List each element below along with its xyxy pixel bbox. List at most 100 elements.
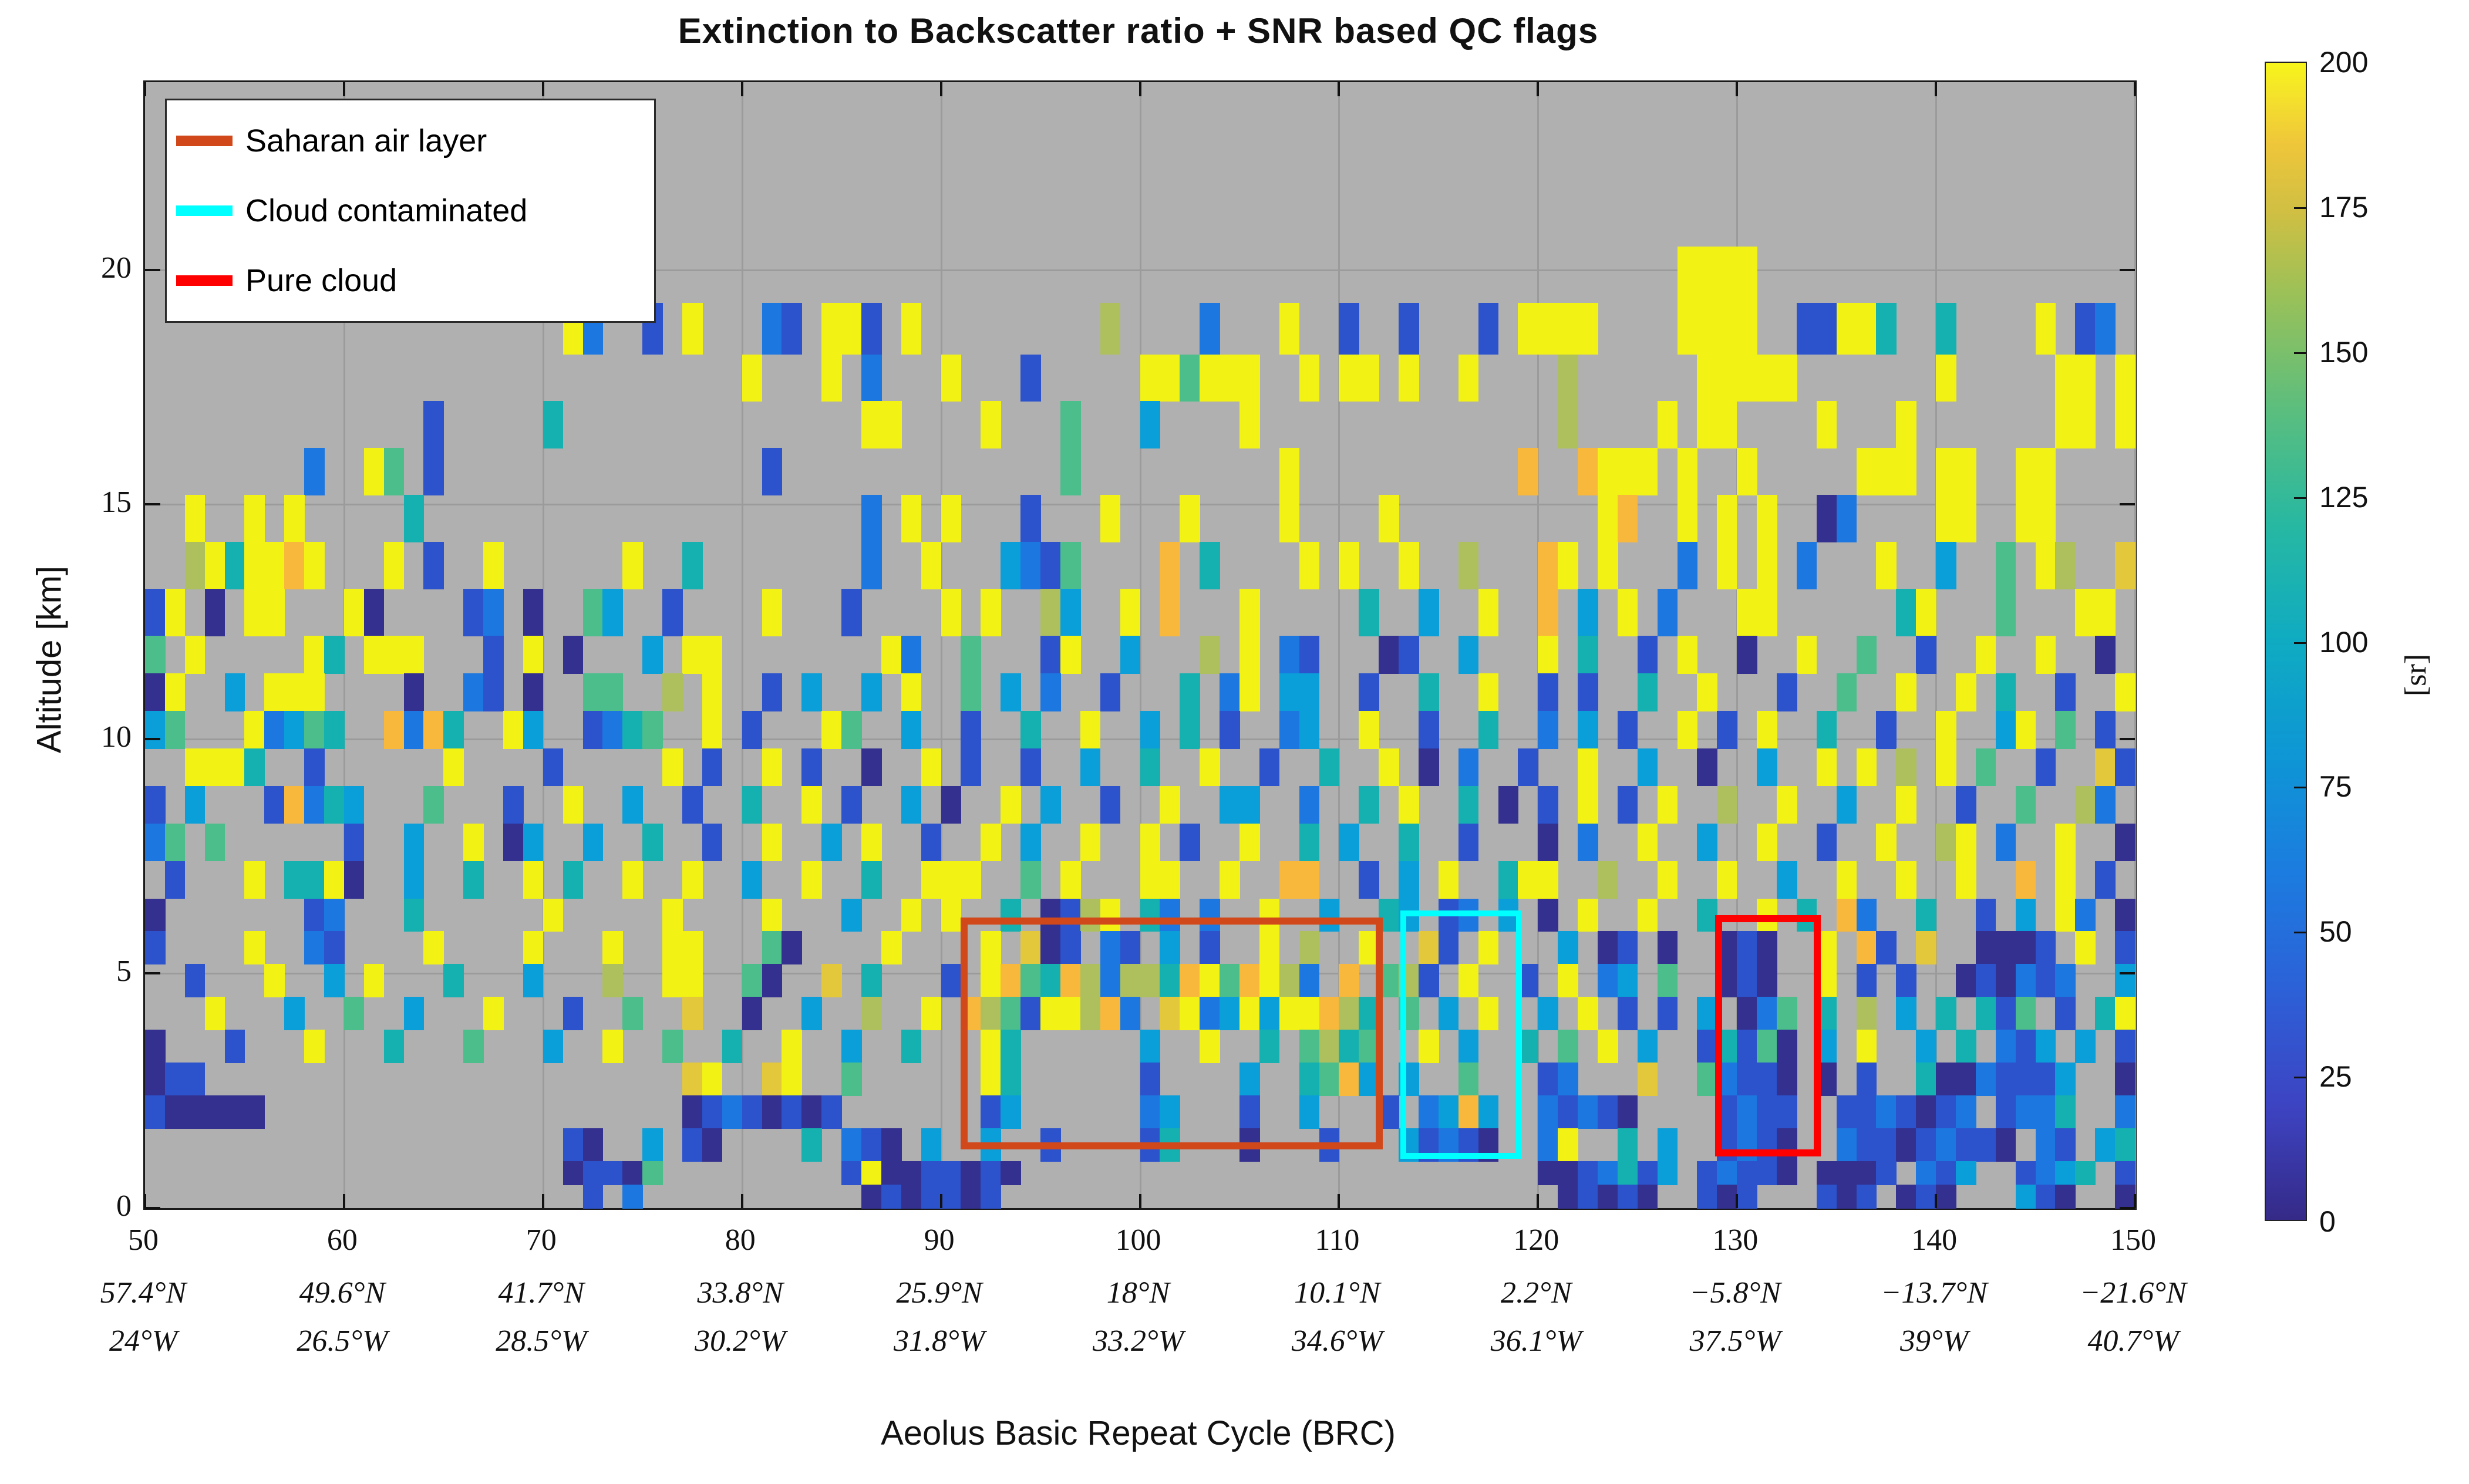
heatmap-cell: [1120, 589, 1141, 636]
heatmap-cell: [343, 589, 365, 636]
heatmap-cell: [1001, 1161, 1021, 1185]
y-tick-label: 10: [101, 720, 132, 754]
heatmap-cell: [2015, 1063, 2036, 1096]
heatmap-cell: [1100, 997, 1121, 1031]
heatmap-cell: [1936, 710, 1956, 749]
x-tick-label: 110: [1315, 1223, 1360, 1257]
heatmap-cell: [284, 710, 305, 749]
heatmap-cell: [1637, 748, 1658, 787]
heatmap-cell: [2075, 898, 2096, 932]
heatmap-cell: [1319, 748, 1340, 787]
heatmap-cell: [1478, 997, 1499, 1031]
heatmap-cell: [1558, 964, 1578, 998]
heatmap-cell: [343, 861, 365, 899]
heatmap-cell: [1359, 673, 1379, 711]
heatmap-cell: [1578, 748, 1598, 787]
heatmap-cell: [2075, 1161, 2096, 1185]
heatmap-cell: [1757, 997, 1777, 1031]
heatmap-cell: [1776, 1030, 1797, 1063]
heatmap-cell: [403, 823, 425, 862]
x-tick-label: 60: [326, 1223, 358, 1257]
heatmap-cell: [782, 1095, 803, 1129]
heatmap-cell: [2115, 748, 2135, 787]
heatmap-cell: [1816, 401, 1837, 449]
heatmap-cell: [1299, 354, 1320, 402]
heatmap-cell: [403, 710, 425, 749]
heatmap-cell: [782, 1030, 803, 1063]
heatmap-cell: [224, 542, 245, 589]
heatmap-cell: [2015, 898, 2036, 932]
heatmap-cell: [821, 710, 842, 749]
heatmap-cell: [1737, 589, 1757, 636]
heatmap-cell: [1399, 636, 1419, 674]
heatmap-cell: [1200, 898, 1220, 932]
heatmap-cell: [184, 964, 206, 998]
x-tick-mark: [2134, 82, 2136, 96]
y-tick-label: 5: [116, 955, 132, 989]
colorbar-tick-mark: [2294, 207, 2306, 209]
heatmap-cell: [2055, 964, 2076, 998]
colorbar-tick-label: 125: [2319, 480, 2369, 514]
plot-area: Saharan air layer Cloud contaminated Pur…: [143, 80, 2137, 1210]
colorbar-tick-label: 0: [2319, 1205, 2336, 1238]
heatmap-cell: [523, 710, 544, 749]
heatmap-cell: [1020, 495, 1041, 542]
heatmap-cell: [1597, 1095, 1618, 1129]
x-tick-mark: [1935, 1194, 1938, 1208]
heatmap-cell: [1975, 1128, 1996, 1162]
heatmap-cell: [1060, 898, 1081, 932]
heatmap-cell: [2055, 673, 2076, 711]
heatmap-cell: [304, 673, 325, 711]
heatmap-cell: [821, 1095, 842, 1129]
heatmap-cell: [324, 785, 345, 824]
heatmap-cell: [164, 710, 186, 749]
heatmap-cell: [1856, 898, 1877, 932]
heatmap-cell: [1438, 1095, 1459, 1129]
heatmap-cell: [1597, 1030, 1618, 1063]
heatmap-cell: [1239, 401, 1260, 449]
heatmap-cell: [1896, 997, 1916, 1031]
heatmap-cell: [1597, 931, 1618, 965]
colorbar-tick-label: 75: [2319, 770, 2352, 804]
x-tick-label: 140: [1911, 1223, 1958, 1257]
heatmap-cell: [602, 589, 624, 636]
heatmap-cell: [742, 1095, 763, 1129]
heatmap-cell: [1299, 931, 1320, 965]
heatmap-cell: [2075, 401, 2096, 449]
x-tick-latitude: 18°N: [1106, 1276, 1170, 1310]
heatmap-cell: [1120, 964, 1141, 998]
heatmap-cell: [2055, 1063, 2076, 1096]
heatmap-cell: [1200, 1030, 1220, 1063]
heatmap-cell: [284, 861, 305, 899]
heatmap-cell: [2015, 964, 2036, 998]
heatmap-cell: [1160, 542, 1180, 589]
heatmap-cell: [821, 964, 842, 998]
heatmap-cell: [1697, 1161, 1717, 1185]
heatmap-cell: [1001, 997, 1021, 1031]
heatmap-cell: [1259, 898, 1280, 932]
heatmap-cell: [1936, 1128, 1956, 1162]
heatmap-cell: [1558, 1095, 1578, 1129]
x-tick-label: 50: [128, 1223, 159, 1257]
heatmap-cell: [1737, 448, 1757, 495]
heatmap-cell: [2075, 589, 2096, 636]
heatmap-cell: [1936, 748, 1956, 787]
heatmap-cell: [861, 1161, 882, 1185]
heatmap-cell: [602, 1161, 624, 1185]
heatmap-cell: [264, 673, 285, 711]
y-tick-mark: [145, 972, 160, 975]
heatmap-cell: [1279, 495, 1300, 542]
heatmap-cell: [782, 931, 803, 965]
heatmap-cell: [1876, 823, 1897, 862]
heatmap-cell: [901, 1030, 922, 1063]
heatmap-cell: [463, 673, 484, 711]
heatmap-cell: [224, 748, 245, 787]
heatmap-cell: [403, 861, 425, 899]
heatmap-cell: [1299, 1063, 1320, 1096]
heatmap-cell: [821, 823, 842, 862]
heatmap-cell: [1757, 1063, 1777, 1096]
heatmap-cell: [1936, 1063, 1956, 1096]
heatmap-cell: [1856, 448, 1916, 495]
heatmap-cell: [224, 1095, 245, 1129]
